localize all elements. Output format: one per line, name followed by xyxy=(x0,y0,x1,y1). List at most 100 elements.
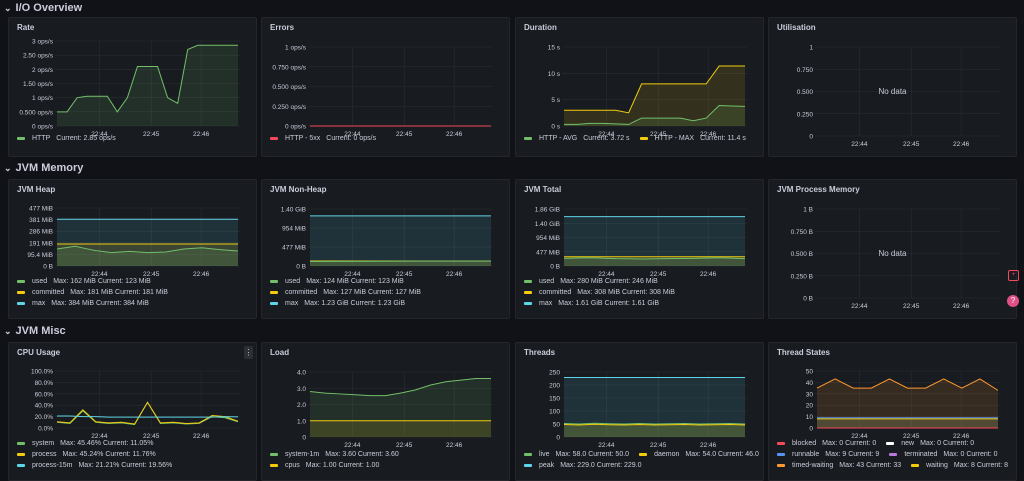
series-line-system-1m[interactable] xyxy=(309,378,491,397)
legend-item-terminated[interactable]: terminated Max: 0 Current: 0 xyxy=(889,451,997,458)
y-tick-label: 200 xyxy=(549,383,560,390)
legend-item-committed[interactable]: committed Max: 308 MiB Current: 308 MiB xyxy=(524,289,675,296)
row-title: JVM Misc xyxy=(15,325,66,337)
legend-item-max[interactable]: max Max: 384 MiB Current: 384 MiB xyxy=(17,300,149,307)
legend-series-name: blocked xyxy=(792,440,817,447)
legend-item-process-15m[interactable]: process-15m Max: 21.21% Current: 19.56% xyxy=(17,462,172,469)
legend-item-daemon[interactable]: daemon Max: 54.0 Current: 46.0 xyxy=(639,451,759,458)
panel-cpu-usage[interactable]: CPU Usage ⋮ 100.0% 80.0% 60.0% 40.0% 20.0% 0.0%… xyxy=(8,342,257,481)
series-line-http[interactable] xyxy=(57,44,238,113)
legend-stats: Max: 54.0 Current: 46.0 xyxy=(685,451,759,458)
kebab-menu-icon[interactable]: ⋮ xyxy=(244,346,253,359)
legend-item-http-avg[interactable]: HTTP - AVG Current: 3.72 s xyxy=(524,135,630,142)
legend-series-name: system xyxy=(32,440,55,447)
series-line-timed-waiting[interactable] xyxy=(816,378,999,391)
legend-swatch xyxy=(911,464,920,467)
y-tick-label: 1.50 ops/s xyxy=(23,81,54,88)
panel-thread-states[interactable]: Thread States 50 40 30 20 10 0 22:44 22:45 22:46 b… xyxy=(768,342,1017,481)
y-tick-label: 0.250 xyxy=(797,111,814,118)
legend-series-name: HTTP - 5xx xyxy=(285,135,321,142)
legend-item-max[interactable]: max Max: 1.23 GiB Current: 1.23 GiB xyxy=(270,300,405,307)
legend-swatch xyxy=(777,464,785,467)
legend-item-used[interactable]: used Max: 124 MiB Current: 123 MiB xyxy=(270,278,404,285)
series-line-http-avg[interactable] xyxy=(564,104,746,125)
panel-load[interactable]: Load 4.0 3.0 2.0 1.0 0 22:44 22:45 22:46 system-1… xyxy=(261,342,510,481)
help-bubble-icon[interactable]: ? xyxy=(1007,295,1019,307)
panel-jvm-non-heap[interactable]: JVM Non-Heap 1.40 GiB 954 MiB 477 MiB 0 B 22:… xyxy=(261,179,510,319)
row-header-jvm-misc[interactable]: ⌄ JVM Misc xyxy=(4,323,66,339)
legend-row: cpus Max: 1.00 Current: 1.00 xyxy=(270,460,409,471)
legend-row: blocked Max: 0 Current: 0 new Max: 0 Curren… xyxy=(777,438,1016,449)
series-line-live[interactable] xyxy=(563,422,746,425)
legend-item-http-5xx[interactable]: HTTP - 5xx Current: 0 ops/s xyxy=(270,135,376,142)
legend-item-http[interactable]: HTTP Current: 2.85 ops/s xyxy=(17,135,116,142)
x-tick-label: 22:44 xyxy=(851,303,868,310)
row-header-io-overview[interactable]: ⌄ I/O Overview xyxy=(4,0,82,16)
legend-series-name: used xyxy=(285,278,301,285)
legend-item-committed[interactable]: committed Max: 181 MiB Current: 181 MiB xyxy=(17,289,168,296)
y-tick-label: 0 xyxy=(302,435,306,442)
series-line-used[interactable] xyxy=(563,257,746,260)
legend-series-name: timed-waiting xyxy=(792,462,834,469)
legend-item-waiting[interactable]: waiting Max: 8 Current: 8 xyxy=(911,462,1008,469)
legend-item-blocked[interactable]: blocked Max: 0 Current: 0 xyxy=(777,440,876,447)
legend-item-peak[interactable]: peak Max: 229.0 Current: 229.0 xyxy=(524,462,642,469)
series-line-system[interactable] xyxy=(56,401,239,426)
legend: used Max: 280 MiB Current: 246 MiB committ… xyxy=(524,276,685,309)
series-line-daemon[interactable] xyxy=(563,423,746,426)
legend-item-live[interactable]: live Max: 58.0 Current: 50.0 xyxy=(524,451,629,458)
panel-jvm-total[interactable]: JVM Total 1.86 GiB 1.40 GiB 954 MiB 477 MiB 0… xyxy=(515,179,764,319)
legend: HTTP - 5xx Current: 0 ops/s xyxy=(270,133,386,144)
x-tick-label: 22:46 xyxy=(953,141,970,148)
x-tick-label: 22:46 xyxy=(953,433,970,440)
legend-item-used[interactable]: used Max: 280 MiB Current: 246 MiB xyxy=(524,278,658,285)
legend-item-cpus[interactable]: cpus Max: 1.00 Current: 1.00 xyxy=(270,462,379,469)
legend-item-system[interactable]: system Max: 45.46% Current: 11.05% xyxy=(17,440,153,447)
panel-jvm-heap[interactable]: JVM Heap 477 MiB 381 MiB 286 MiB 191 MiB 95.4… xyxy=(8,179,257,319)
series-line-used[interactable] xyxy=(56,245,239,254)
y-tick-label: 1 ops/s xyxy=(285,45,307,52)
legend-stats: Max: 127 MiB Current: 127 MiB xyxy=(323,289,421,296)
y-tick-label: 100 xyxy=(549,409,560,416)
legend-item-committed[interactable]: committed Max: 127 MiB Current: 127 MiB xyxy=(270,289,421,296)
legend-item-timed-waiting[interactable]: timed-waiting Max: 43 Current: 33 xyxy=(777,462,901,469)
panel-errors[interactable]: Errors 1 ops/s 0.750 ops/s 0.500 ops/s 0.250… xyxy=(261,17,510,157)
legend-item-used[interactable]: used Max: 162 MiB Current: 123 MiB xyxy=(17,278,151,285)
legend-item-system-1m[interactable]: system-1m Max: 3.60 Current: 3.60 xyxy=(270,451,399,458)
legend-row: live Max: 58.0 Current: 50.0 daemon Max: 54… xyxy=(524,449,763,460)
panel-jvm-process-memory[interactable]: JVM Process Memory 1 B 0.750 B 0.500 B 0.250… xyxy=(768,179,1017,319)
legend-row: system Max: 45.46% Current: 11.05% xyxy=(17,438,182,449)
x-tick-label: 22:46 xyxy=(700,271,717,278)
legend-item-max[interactable]: max Max: 1.61 GiB Current: 1.61 GiB xyxy=(524,300,659,307)
y-tick-label: 0.750 B xyxy=(791,229,813,236)
panel-add-icon[interactable]: + xyxy=(1008,270,1019,281)
y-tick-label: 15 s xyxy=(548,45,561,52)
x-tick-label: 22:44 xyxy=(598,271,615,278)
legend-item-process[interactable]: process Max: 45.24% Current: 11.76% xyxy=(17,451,156,458)
y-tick-label: 0 s xyxy=(551,124,560,131)
legend-series-name: system-1m xyxy=(285,451,320,458)
panel-threads[interactable]: Threads 250 200 150 100 50 0 22:44 22:45 22:46 liv… xyxy=(515,342,764,481)
legend-item-new[interactable]: new Max: 0 Current: 0 xyxy=(886,440,974,447)
series-line-process[interactable] xyxy=(56,401,239,425)
legend-stats: Current: 0 ops/s xyxy=(326,135,377,142)
row-header-jvm-memory[interactable]: ⌄ JVM Memory xyxy=(4,160,83,176)
legend: used Max: 124 MiB Current: 123 MiB committ… xyxy=(270,276,431,309)
chevron-down-icon: ⌄ xyxy=(4,2,12,13)
legend-item-runnable[interactable]: runnable Max: 9 Current: 9 xyxy=(777,451,879,458)
y-tick-label: 0 B xyxy=(43,264,53,271)
series-area-runnable xyxy=(817,417,998,428)
x-tick-label: 22:46 xyxy=(193,131,210,138)
legend-stats: Max: 8 Current: 8 xyxy=(953,462,1008,469)
panel-title: JVM Process Memory xyxy=(777,185,860,194)
legend-item-http-max[interactable]: HTTP - MAX Current: 11.4 s xyxy=(639,135,746,142)
x-tick-label: 22:45 xyxy=(396,271,413,278)
y-tick-label: 0.250 ops/s xyxy=(272,104,306,111)
panel-utilisation[interactable]: Utilisation 1 0.750 0.500 0.250 0 22:44 22:45 22… xyxy=(768,17,1017,157)
series-line-http-max[interactable] xyxy=(564,65,745,114)
legend-row: committed Max: 308 MiB Current: 308 MiB xyxy=(524,287,685,298)
legend-stats: Max: 162 MiB Current: 123 MiB xyxy=(53,278,151,285)
series-line-process-15m[interactable] xyxy=(57,415,239,418)
panel-rate[interactable]: Rate 3 ops/s 2.50 ops/s 2 ops/s 1.50 ops/s 1 … xyxy=(8,17,257,157)
